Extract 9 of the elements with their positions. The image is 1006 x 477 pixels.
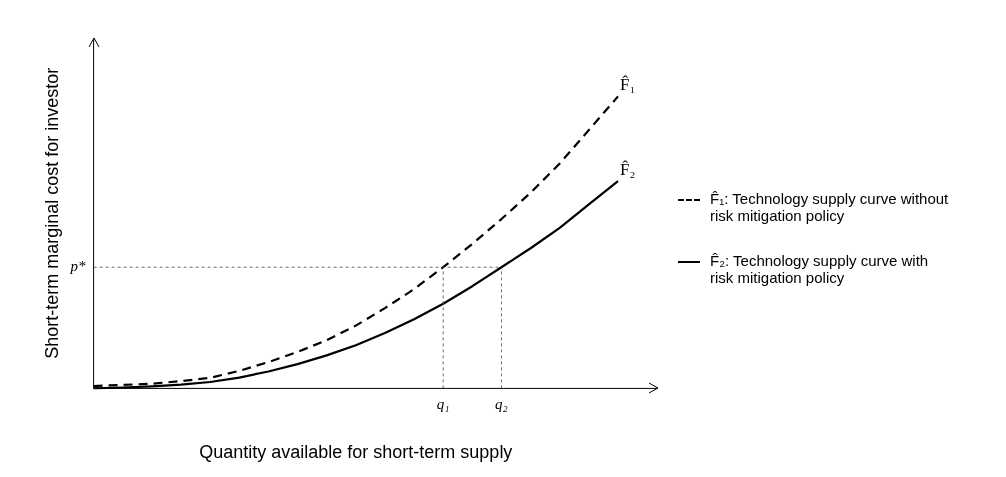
legend-label: F̂₁: Technology supply curve without risk mitigation policy (710, 190, 950, 224)
x-tick-label: q₁ (436, 396, 450, 413)
x-axis-title: Quantity available for short-term supply (199, 442, 513, 463)
annotation: F̂₂ (620, 159, 636, 180)
text: F̂₁ (620, 75, 636, 95)
legend-label: F̂₂: Technology supply curve with risk mitigation policy (710, 252, 930, 286)
y-axis-title: Short-term marginal cost for investor (41, 67, 62, 359)
ref-line-label: p* (69, 258, 87, 275)
x-tick-label: q₂ (495, 396, 508, 413)
